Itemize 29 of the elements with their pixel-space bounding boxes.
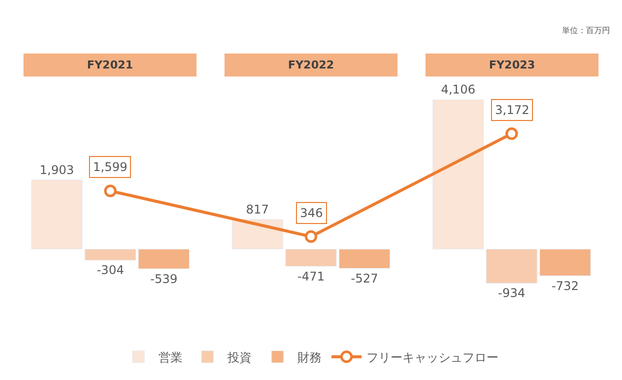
data-label: -539 xyxy=(150,272,178,286)
data-label: -732 xyxy=(552,278,579,293)
x-tick-label: FY2023 xyxy=(488,58,536,72)
bar xyxy=(432,99,484,250)
text: 単位：百万円 xyxy=(562,26,610,35)
data-label: 817 xyxy=(246,202,269,216)
bar xyxy=(138,248,190,270)
bar xyxy=(84,248,136,260)
legend-label: 投資 xyxy=(226,350,252,364)
bar xyxy=(338,248,390,269)
legend-label: 財務 xyxy=(298,350,322,364)
bar xyxy=(31,180,82,250)
data-label: 1,903 xyxy=(40,162,74,177)
data-label: -304 xyxy=(96,263,124,278)
bar xyxy=(486,248,538,284)
data-label: 4,106 xyxy=(440,82,476,97)
bar xyxy=(540,248,591,276)
data-label: -934 xyxy=(498,286,526,300)
data-label: -471 xyxy=(297,269,325,284)
data-label: 1,599 xyxy=(93,160,128,174)
bar xyxy=(232,219,284,250)
legend-label: フリーキャッシュフロー xyxy=(366,350,498,364)
x-tick-label: FY2022 xyxy=(288,58,334,72)
bar xyxy=(285,248,337,267)
x-tick-label: FY2021 xyxy=(86,58,134,72)
legend-label: 営業 xyxy=(158,350,182,364)
data-label: 3,172 xyxy=(495,103,530,117)
data-label: 346 xyxy=(300,206,323,220)
data-label: -527 xyxy=(350,271,378,286)
